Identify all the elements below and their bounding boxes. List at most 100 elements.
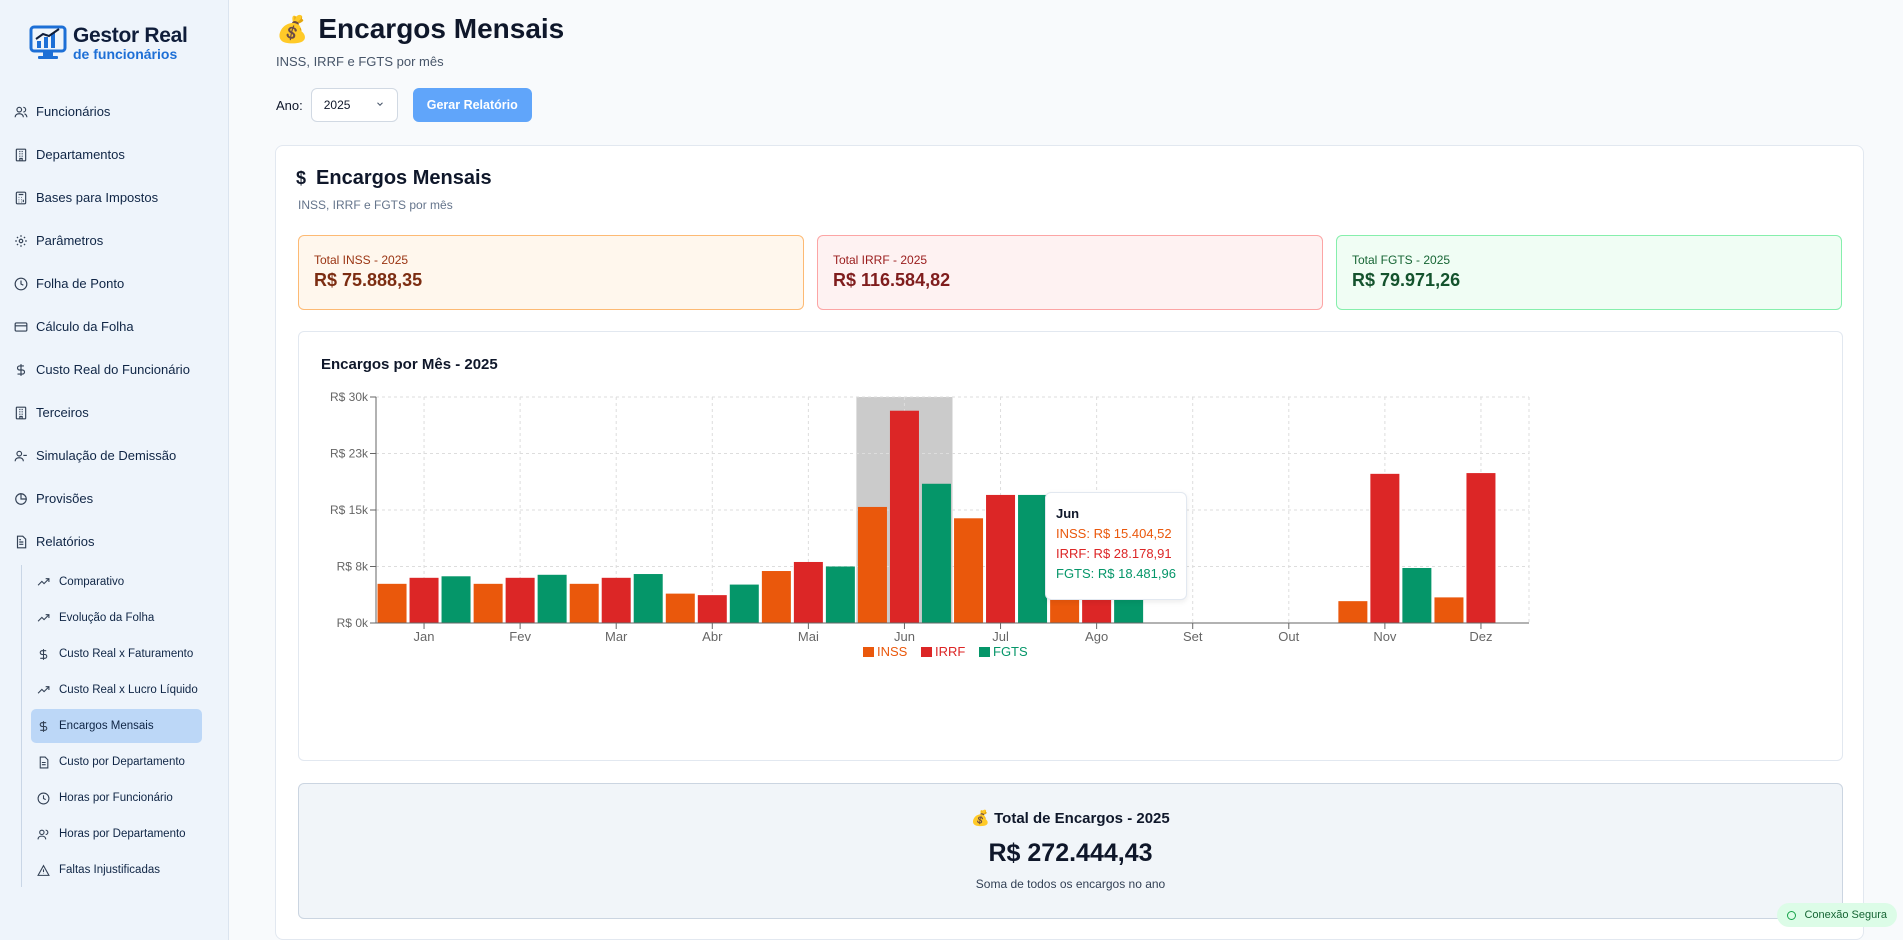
money-bag-icon: 💰 (276, 13, 309, 44)
sidebar-subitem-comparativo[interactable]: Comparativo (31, 565, 202, 599)
bar-chart[interactable]: R$ 0k R$ 8k R$ 15k R$ 23k R$ 30k Jan Fev Mar Abr… (299, 332, 1844, 762)
sidebar-item-provisoes[interactable]: Provisões (0, 477, 229, 520)
sidebar-subitem-custo-lucro[interactable]: Custo Real x Lucro Líquido (31, 673, 202, 707)
sidebar-subitem-custo-departamento[interactable]: Custo por Departamento (31, 745, 202, 779)
dollar-icon: $ (296, 168, 307, 188)
user-minus-icon (14, 449, 28, 463)
bar-fgts-fev (537, 574, 567, 623)
bar-fgts-jun (921, 483, 951, 623)
sidebar-item-label: Departamentos (36, 147, 125, 162)
x-tick-label: Set (1183, 629, 1203, 644)
x-tick-label: Ago (1085, 629, 1108, 644)
card-subtitle: INSS, IRRF e FGTS por mês (298, 198, 453, 212)
stat-label: Total IRRF - 2025 (833, 253, 928, 267)
sidebar-item-departamentos[interactable]: Departamentos (0, 133, 229, 176)
generate-report-button[interactable]: Gerar Relatório (412, 88, 532, 122)
users-icon (37, 828, 50, 841)
sidebar-item-parametros[interactable]: Parâmetros (0, 219, 229, 262)
trending-up-icon (37, 612, 50, 625)
sidebar-subitem-evolucao-folha[interactable]: Evolução da Folha (31, 601, 202, 635)
sidebar-item-label: Custo Real do Funcionário (36, 362, 190, 377)
filter-row: Ano: 2025 Gerar Relatório (276, 88, 532, 122)
chevron-down-icon (375, 98, 385, 112)
credit-card-icon (14, 320, 28, 334)
bar-irrf-mar (601, 577, 631, 623)
bar-inss-fev (473, 583, 503, 623)
bar-irrf-mai (793, 561, 823, 623)
tooltip-line-inss: INSS: R$ 15.404,52 (1056, 526, 1172, 541)
encargos-card: $ Encargos Mensais INSS, IRRF e FGTS por… (275, 145, 1864, 940)
bar-inss-dez (1434, 597, 1464, 623)
logo-subtitle: de funcionários (73, 46, 178, 62)
legend-swatch-irrf (921, 647, 932, 657)
document-icon (37, 756, 50, 769)
bar-inss-jun (857, 506, 887, 623)
sidebar-subitem-label: Horas por Funcionário (59, 792, 173, 804)
stat-label: Total FGTS - 2025 (1352, 253, 1451, 267)
bar-irrf-jul (986, 494, 1016, 623)
year-select-value: 2025 (323, 98, 351, 112)
total-value: R$ 272.444,43 (988, 839, 1153, 867)
y-tick-label: R$ 23k (330, 447, 369, 461)
x-tick-label: Abr (702, 629, 723, 644)
sidebar-subitem-label: Evolução da Folha (59, 612, 155, 624)
sidebar-item-label: Parâmetros (36, 233, 104, 248)
stat-total-fgts: Total FGTS - 2025 R$ 79.971,26 (1336, 235, 1842, 310)
sidebar-item-custo-real[interactable]: Custo Real do Funcionário (0, 348, 229, 391)
trending-up-icon (37, 684, 50, 697)
x-tick-label: Mar (605, 629, 628, 644)
app-logo[interactable]: Gestor Real de funcionários (29, 24, 188, 62)
sidebar-item-bases-impostos[interactable]: Bases para Impostos (0, 176, 229, 219)
bar-fgts-jul (1018, 494, 1048, 623)
calculator-icon (14, 191, 28, 205)
sidebar-subitem-horas-departamento[interactable]: Horas por Departamento (31, 817, 202, 851)
sidebar-item-label: Bases para Impostos (36, 190, 159, 205)
year-label: Ano: (276, 97, 303, 113)
bar-irrf-abr (697, 595, 727, 623)
reports-submenu: Comparativo Evolução da Folha Custo Real… (21, 565, 229, 887)
gear-icon (14, 234, 28, 248)
y-tick-label: R$ 0k (337, 616, 369, 630)
bar-inss-nov (1338, 601, 1368, 623)
document-icon (14, 535, 28, 549)
bar-fgts-abr (729, 584, 759, 623)
total-subtitle: Soma de todos os encargos no ano (975, 877, 1166, 891)
sidebar-item-relatorios[interactable]: Relatórios (0, 520, 229, 563)
x-tick-label: Dez (1469, 629, 1492, 644)
sidebar-nav: Funcionários Departamentos Bases para Im… (0, 90, 229, 887)
x-tick-label: Nov (1373, 629, 1397, 644)
sidebar-item-label: Terceiros (36, 405, 89, 420)
bar-fgts-jan (441, 576, 471, 623)
sidebar-item-label: Cálculo da Folha (36, 319, 134, 334)
connection-label: Conexão Segura (1804, 909, 1887, 921)
circle-icon (1787, 910, 1797, 920)
total-card: 💰 Total de Encargos - 2025 R$ 272.444,43… (298, 783, 1843, 919)
page-title: 💰 Encargos Mensais (276, 13, 564, 45)
sidebar-item-label: Provisões (36, 491, 94, 506)
sidebar-subitem-encargos-mensais[interactable]: Encargos Mensais (31, 709, 202, 743)
stat-value: R$ 75.888,35 (314, 270, 423, 290)
sidebar-item-simulacao-demissao[interactable]: Simulação de Demissão (0, 434, 229, 477)
sidebar-subitem-horas-funcionario[interactable]: Horas por Funcionário (31, 781, 202, 815)
bar-inss-mar (569, 583, 599, 623)
sidebar-item-terceiros[interactable]: Terceiros (0, 391, 229, 434)
sidebar-subitem-faltas[interactable]: Faltas Injustificadas (31, 853, 202, 887)
sidebar-item-calculo-folha[interactable]: Cálculo da Folha (0, 305, 229, 348)
pie-chart-icon (14, 492, 28, 506)
bar-irrf-nov (1370, 473, 1400, 623)
bar-inss-jan (377, 583, 407, 623)
legend-label-inss: INSS (877, 644, 908, 659)
clock-icon (37, 792, 50, 805)
dollar-icon (37, 720, 50, 733)
sidebar-subitem-custo-faturamento[interactable]: Custo Real x Faturamento (31, 637, 202, 671)
year-select[interactable]: 2025 (310, 88, 398, 122)
sidebar-item-funcionarios[interactable]: Funcionários (0, 90, 229, 133)
chart-title: Encargos por Mês - 2025 (321, 356, 498, 373)
tooltip-line-irrf: IRRF: R$ 28.178,91 (1056, 546, 1172, 561)
sidebar-subitem-label: Custo Real x Lucro Líquido (59, 684, 198, 696)
users-icon (14, 105, 28, 119)
sidebar-item-folha-ponto[interactable]: Folha de Ponto (0, 262, 229, 305)
y-tick-label: R$ 8k (337, 560, 369, 574)
logo-title: Gestor Real (73, 24, 188, 47)
sidebar-item-label: Relatórios (36, 534, 95, 549)
